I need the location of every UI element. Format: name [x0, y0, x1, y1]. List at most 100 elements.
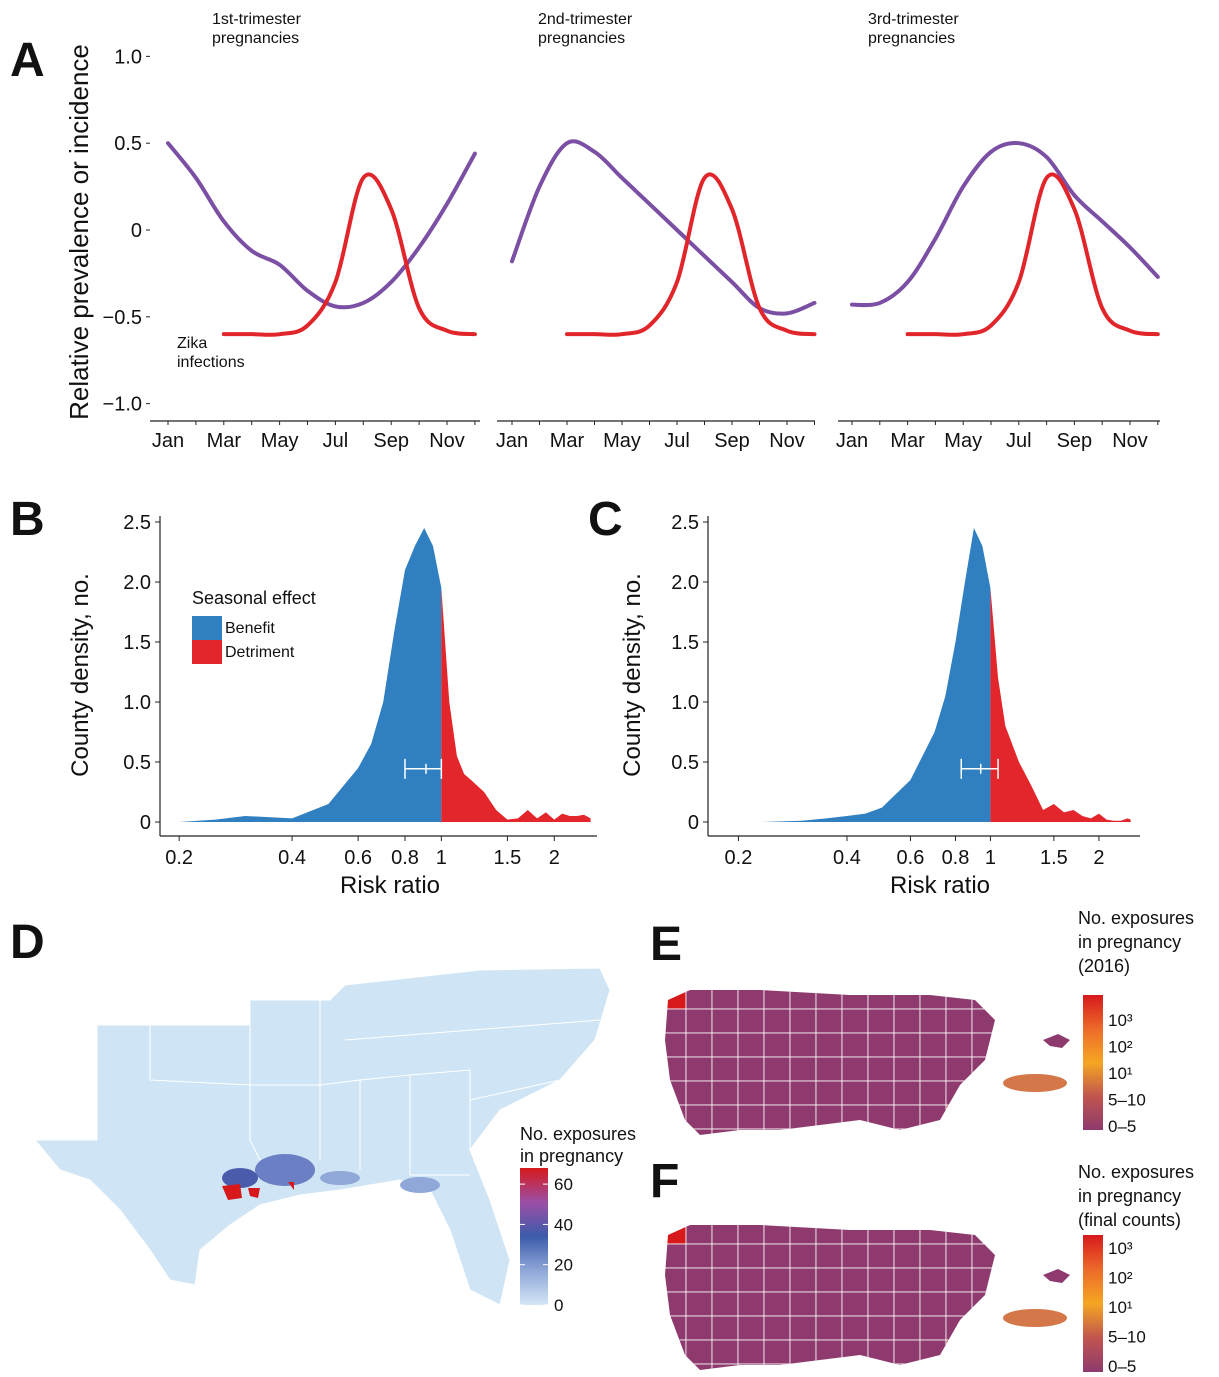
y-axis-label: Relative prevalence or incidence: [64, 44, 94, 420]
x-tick-label: 1: [436, 847, 447, 869]
colorbar-title: (2016): [1078, 956, 1130, 976]
panel-label: D: [10, 916, 45, 969]
x-tick-label: Jul: [1006, 430, 1032, 452]
colorbar-label: 0–5: [1108, 1357, 1136, 1376]
islands: [1003, 1034, 1070, 1327]
x-tick-label: Jul: [323, 430, 349, 452]
us-region: [33, 967, 611, 1306]
panel-title: 2nd-trimester: [538, 11, 633, 28]
exposure-area: [222, 1168, 258, 1188]
y-tick-label: 1.0: [123, 692, 151, 714]
x-tick-label: 0.8: [391, 847, 419, 869]
map-f: [660, 1220, 1024, 1377]
x-tick-label: 0.6: [344, 847, 372, 869]
y-tick-label: 0: [131, 220, 142, 242]
annotation: Zika: [177, 335, 207, 352]
y-axis-label: County density, no.: [67, 573, 94, 777]
series-line: [510, 139, 817, 316]
colorbar-label: 10³: [1108, 1239, 1133, 1258]
x-tick-label: 0.6: [897, 847, 925, 869]
density-area: [990, 588, 1131, 822]
x-tick-label: Nov: [429, 430, 465, 452]
culebra: [1043, 1269, 1070, 1283]
colorbar-title: in pregnancy: [1078, 932, 1181, 952]
series-line: [221, 172, 477, 337]
exposure-area: [222, 1182, 294, 1200]
panel-label: B: [10, 493, 45, 546]
x-tick-label: 0.2: [725, 847, 753, 869]
colorbar-label: 5–10: [1108, 1328, 1146, 1347]
y-tick-label: 2.5: [123, 512, 151, 534]
y-axis-label: County density, no.: [619, 573, 646, 777]
x-tick-label: 1: [985, 847, 996, 869]
y-tick-label: 2.0: [123, 572, 151, 594]
y-tick-label: 2.5: [671, 512, 699, 534]
colorbar-label: 10²: [1108, 1269, 1133, 1288]
colorbar-label: 10²: [1108, 1038, 1133, 1057]
panel-label: F: [650, 1155, 679, 1208]
x-tick-label: 1.5: [493, 847, 521, 869]
x-axis-label: Risk ratio: [340, 872, 440, 899]
x-tick-label: 0.8: [942, 847, 970, 869]
colorbar-label: 0–5: [1108, 1117, 1136, 1136]
series-line: [905, 172, 1160, 337]
colorbar-tick-label: 40: [554, 1215, 573, 1234]
y-tick-label: 0.5: [114, 133, 142, 155]
series-line: [565, 172, 817, 337]
x-tick-label: Jan: [152, 430, 184, 452]
colorbar: [520, 1168, 548, 1305]
x-tick-label: May: [944, 430, 982, 452]
exposure-area: [255, 1154, 315, 1186]
panel-label: E: [650, 918, 682, 971]
vieques: [1003, 1074, 1067, 1092]
x-tick-label: May: [603, 430, 641, 452]
x-tick-label: 0.4: [833, 847, 861, 869]
colorbar-label: 10¹: [1108, 1064, 1133, 1083]
panel-title: 1st-trimester: [212, 11, 302, 28]
y-tick-label: 0.5: [123, 752, 151, 774]
y-tick-label: −0.5: [103, 307, 142, 329]
x-tick-label: Nov: [769, 430, 805, 452]
y-tick-label: 2.0: [671, 572, 699, 594]
state-borders: [149, 1000, 601, 1176]
colorbar-title: No. exposures: [1078, 1162, 1194, 1182]
x-tick-label: Sep: [373, 430, 409, 452]
colorbar: [1083, 1235, 1103, 1372]
panel-label: C: [588, 493, 623, 546]
legend-swatch: [192, 616, 222, 640]
colorbar-title: No. exposures: [1078, 908, 1194, 928]
exposure-area: [400, 1177, 440, 1193]
panel-title: pregnancies: [868, 30, 955, 47]
x-tick-label: 0.4: [278, 847, 306, 869]
series-line: [166, 141, 477, 310]
legend-title: Seasonal effect: [192, 588, 316, 608]
legend-label: Benefit: [225, 620, 275, 637]
y-tick-label: 1.5: [123, 632, 151, 654]
density-area: [441, 588, 591, 822]
series-line: [850, 141, 1160, 308]
density-area: [760, 528, 991, 822]
x-tick-label: Jan: [836, 430, 868, 452]
annotation: infections: [177, 354, 245, 371]
x-tick-label: Mar: [207, 430, 242, 452]
colorbar-tick-label: 0: [554, 1296, 563, 1315]
x-tick-label: 2: [1093, 847, 1104, 869]
colorbar-title: in pregnancy: [520, 1146, 623, 1166]
colorbar-label: 5–10: [1108, 1091, 1146, 1110]
y-tick-label: 1.0: [671, 692, 699, 714]
x-tick-label: Nov: [1112, 430, 1148, 452]
x-axis-label: Risk ratio: [890, 872, 990, 899]
legend-label: Detriment: [225, 644, 295, 661]
x-tick-label: 0.2: [165, 847, 193, 869]
y-tick-label: 1.0: [114, 46, 142, 68]
density-area: [179, 528, 442, 822]
y-tick-label: 0: [688, 812, 699, 834]
y-tick-label: 1.5: [671, 632, 699, 654]
colorbar-title: (final counts): [1078, 1210, 1181, 1230]
y-tick-label: 0: [140, 812, 151, 834]
colorbar-title: No. exposures: [520, 1124, 636, 1144]
x-tick-label: 1.5: [1040, 847, 1068, 869]
colorbar: [1083, 995, 1103, 1130]
